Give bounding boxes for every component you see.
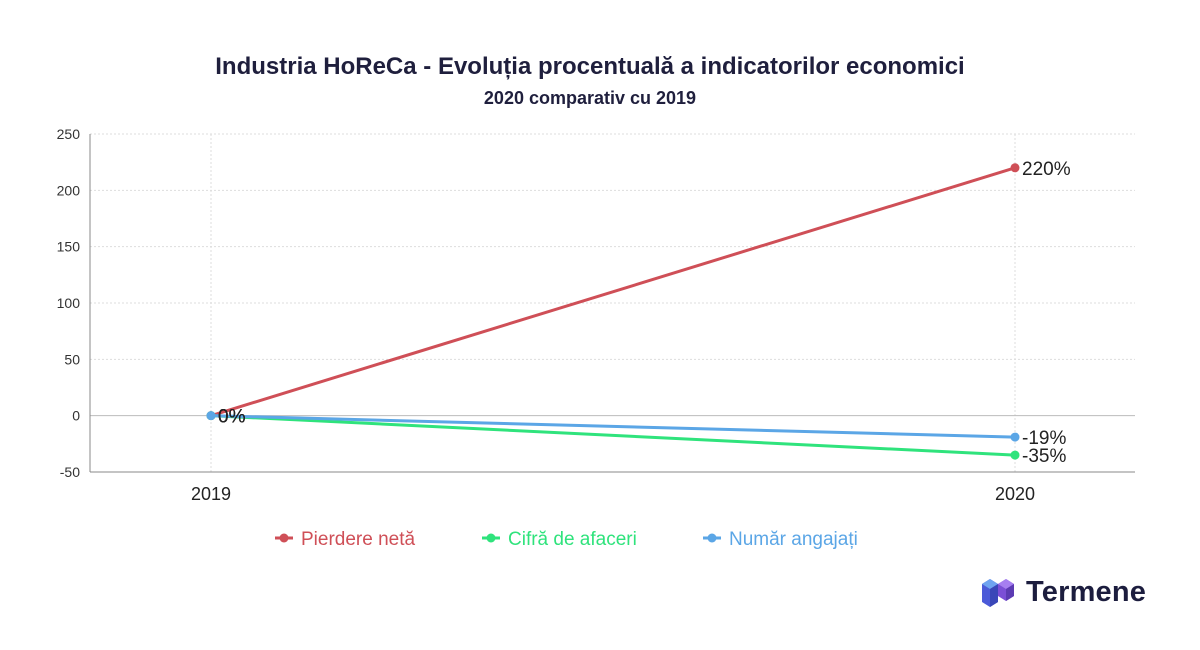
series-line (210, 414, 1016, 439)
legend-label: Cifră de afaceri (508, 529, 637, 550)
chart-subtitle: 2020 comparativ cu 2019 (484, 88, 696, 108)
grid (90, 133, 1135, 472)
brand-name: Termene (1026, 575, 1147, 608)
data-label: 0% (218, 407, 246, 428)
legend-marker (279, 533, 289, 543)
y-tick-label: 0 (72, 408, 80, 424)
data-point (1010, 163, 1020, 173)
x-tick-label: 2019 (191, 484, 231, 504)
legend-label: Pierdere netă (301, 529, 416, 550)
x-tick-label: 2020 (995, 484, 1035, 504)
y-tick-label: 200 (57, 182, 81, 198)
legend-marker (486, 533, 496, 543)
series-line (210, 414, 1016, 457)
data-labels: 0%220%0%-35%0%-19% (218, 159, 1071, 467)
data-label: 0% (218, 407, 246, 428)
y-tick-label: 250 (57, 126, 81, 142)
chart-title: Industria HoReCa - Evoluția procentuală … (215, 53, 964, 80)
y-tick-label: 100 (57, 295, 81, 311)
axes: 250 200 150 100 50 0 -50 2019 2020 (57, 126, 1135, 504)
y-tick-label: 150 (57, 239, 81, 255)
brand: Termene (980, 574, 1146, 610)
data-point (1010, 450, 1020, 460)
y-tick-label: 50 (64, 351, 80, 367)
legend: Pierdere netă Cifră de afaceri Număr angaj… (275, 529, 858, 550)
series-layer (206, 163, 1020, 460)
data-point (1010, 432, 1020, 442)
data-point (206, 411, 216, 421)
series-line (210, 166, 1016, 418)
data-label: 220% (1022, 159, 1071, 180)
termene-cube-logo-icon (982, 579, 1014, 607)
data-label: 0% (218, 407, 246, 428)
data-label: -19% (1022, 428, 1066, 449)
legend-marker (707, 533, 717, 543)
data-label: -35% (1022, 446, 1066, 467)
y-tick-label: -50 (60, 464, 80, 480)
legend-label: Număr angajați (729, 529, 858, 550)
